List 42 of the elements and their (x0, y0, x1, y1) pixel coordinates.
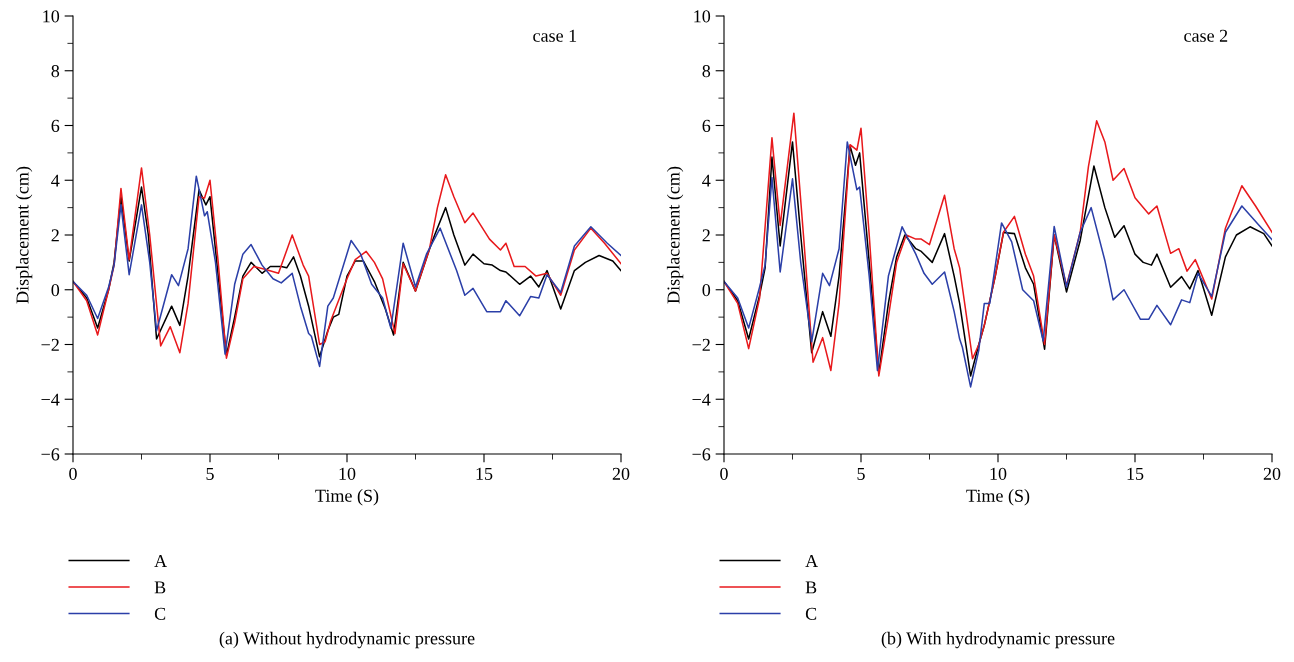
y-tick-label: 8 (51, 65, 60, 78)
x-tick-label: 20 (612, 467, 630, 480)
x-tick-label: 5 (206, 467, 214, 480)
y-tick-label: 10 (43, 10, 60, 23)
y-tick-label: 8 (702, 65, 711, 78)
legend-label: A (805, 554, 819, 567)
y-tick-label: −2 (41, 338, 59, 351)
x-axis-title: Time (S) (315, 489, 379, 506)
x-tick-label: 10 (990, 467, 1007, 480)
x-tick-label: 0 (69, 467, 77, 480)
y-tick-label: −2 (692, 338, 710, 351)
x-tick-label: 15 (1127, 467, 1144, 480)
legend-label: C (154, 607, 166, 620)
x-tick-label: 0 (720, 467, 728, 480)
y-tick-label: 10 (694, 10, 711, 23)
annotation: case 2 (1184, 29, 1228, 42)
y-tick-label: 2 (702, 229, 710, 242)
y-tick-label: 2 (51, 229, 59, 242)
text: (b) With hydrodynamic pressure (881, 631, 1115, 649)
y-axis-title: Displacement (cm) (15, 166, 33, 304)
y-tick-label: −6 (41, 448, 60, 461)
x-tick-label: 10 (339, 467, 356, 480)
x-tick-label: 5 (857, 467, 865, 480)
legend-label: B (154, 581, 166, 594)
y-tick-label: −4 (41, 393, 60, 406)
y-tick-label: 6 (51, 119, 60, 132)
x-tick-label: 20 (1263, 467, 1281, 480)
y-tick-label: 0 (51, 284, 60, 297)
y-tick-label: −4 (692, 393, 711, 406)
legend-label: C (805, 607, 817, 620)
x-axis-title: Time (S) (966, 489, 1030, 506)
y-axis-title: Displacement (cm) (666, 166, 684, 304)
y-tick-label: 0 (702, 284, 711, 297)
x-tick-label: 15 (476, 467, 493, 480)
legend-label: B (805, 581, 817, 594)
text: (a) Without hydrodynamic pressure (219, 631, 475, 649)
annotation: case 1 (533, 29, 577, 42)
legend-label: A (154, 554, 168, 567)
y-tick-label: 6 (702, 119, 711, 132)
y-tick-label: 4 (51, 174, 60, 187)
y-tick-label: −6 (692, 448, 711, 461)
y-tick-label: 4 (702, 174, 711, 187)
